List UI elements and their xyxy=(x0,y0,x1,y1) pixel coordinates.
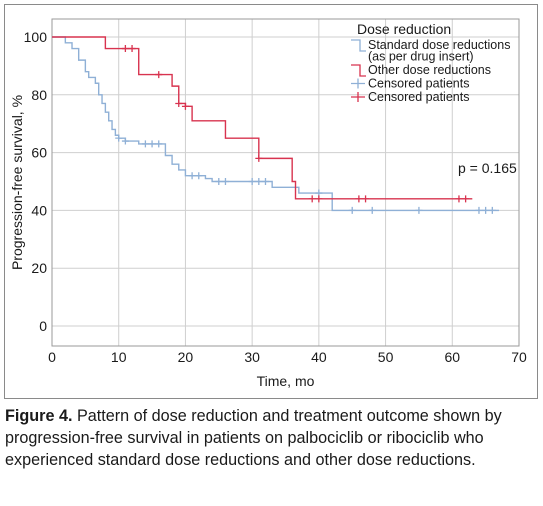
x-tick-label: 40 xyxy=(311,349,327,365)
censor-mark-other xyxy=(455,195,463,203)
x-tick-label: 50 xyxy=(378,349,394,365)
censor-mark-other xyxy=(308,195,316,203)
legend-entry: Censored patients xyxy=(351,77,469,91)
caption-label: Figure 4. xyxy=(5,407,73,425)
censor-mark-standard xyxy=(482,206,490,214)
legend-entry: Censored patients xyxy=(351,90,469,104)
x-tick-label: 10 xyxy=(111,349,127,365)
censor-mark-standard xyxy=(488,206,496,214)
legend-swatch xyxy=(351,64,366,77)
series-group xyxy=(52,36,499,214)
legend-label: Censored patients xyxy=(368,90,469,104)
censor-mark-other xyxy=(128,45,136,53)
censor-mark-standard xyxy=(248,178,256,185)
legend-title: Dose reduction xyxy=(357,21,451,37)
censor-mark-other xyxy=(155,71,163,79)
y-axis-label: Progression-free survival, % xyxy=(9,95,25,270)
censor-mark-standard xyxy=(148,140,156,148)
censor-mark-other xyxy=(255,154,263,162)
p-value-annotation: p = 0.165 xyxy=(458,160,517,176)
y-tick-label: 0 xyxy=(39,318,47,334)
tick-labels: 0 10 20 30 40 50 60 70 0 20 40 60 80 100 xyxy=(24,29,527,365)
legend-label: Other dose reductions xyxy=(368,63,491,77)
legend-swatch xyxy=(351,39,366,52)
y-tick-label: 80 xyxy=(31,87,47,103)
figure-caption: Figure 4. Pattern of dose reduction and … xyxy=(5,405,537,471)
km-chart: 0 10 20 30 40 50 60 70 0 20 40 60 80 100 Progression-… xyxy=(9,18,527,389)
legend-label: Censored patients xyxy=(368,77,469,91)
figure-frame xyxy=(4,4,538,399)
censor-mark-standard xyxy=(115,134,123,142)
legend-label: (as per drug insert) xyxy=(368,50,474,64)
legend: Dose reduction Standard dose reductions(… xyxy=(351,21,510,104)
x-axis-label: Time, mo xyxy=(257,373,315,389)
censor-mark-standard xyxy=(415,206,423,214)
censor-mark-other xyxy=(175,99,183,107)
y-tick-label: 60 xyxy=(31,145,47,161)
censor-mark-standard xyxy=(121,137,129,145)
caption-text: Pattern of dose reduction and treatment … xyxy=(5,407,502,469)
y-tick-label: 40 xyxy=(31,202,47,218)
censor-mark-other xyxy=(121,45,129,53)
censor-mark-other xyxy=(355,195,363,203)
x-tick-label: 60 xyxy=(444,349,460,365)
censor-mark-standard xyxy=(195,172,203,180)
grid-lines xyxy=(52,19,519,346)
y-tick-label: 100 xyxy=(24,29,48,45)
x-tick-label: 20 xyxy=(178,349,194,365)
plot-area xyxy=(51,18,520,347)
legend-swatch xyxy=(351,92,365,102)
censor-mark-standard xyxy=(221,178,229,185)
censor-mark-standard xyxy=(141,140,149,148)
censor-mark-standard xyxy=(188,172,196,180)
legend-label: Standard dose reductions xyxy=(368,38,510,52)
censor-mark-standard xyxy=(155,140,163,148)
censor-mark-other xyxy=(315,195,323,203)
censor-mark-standard xyxy=(261,178,269,185)
x-tick-label: 0 xyxy=(48,349,56,365)
censor-mark-other xyxy=(462,195,470,203)
legend-entry: Other dose reductions xyxy=(351,63,491,77)
censor-mark-other xyxy=(181,102,189,110)
legend-swatch xyxy=(351,78,365,89)
km-line-standard xyxy=(52,36,499,212)
censor-mark-standard xyxy=(348,206,356,214)
legend-entry: Standard dose reductions(as per drug ins… xyxy=(351,38,510,64)
censor-mark-standard xyxy=(215,178,223,185)
censor-mark-other xyxy=(362,195,370,203)
censor-mark-standard xyxy=(255,178,263,185)
censor-mark-standard xyxy=(475,206,483,214)
censor-mark-standard xyxy=(368,206,376,214)
x-tick-label: 30 xyxy=(244,349,260,365)
y-tick-label: 20 xyxy=(31,260,47,276)
x-tick-label: 70 xyxy=(511,349,527,365)
